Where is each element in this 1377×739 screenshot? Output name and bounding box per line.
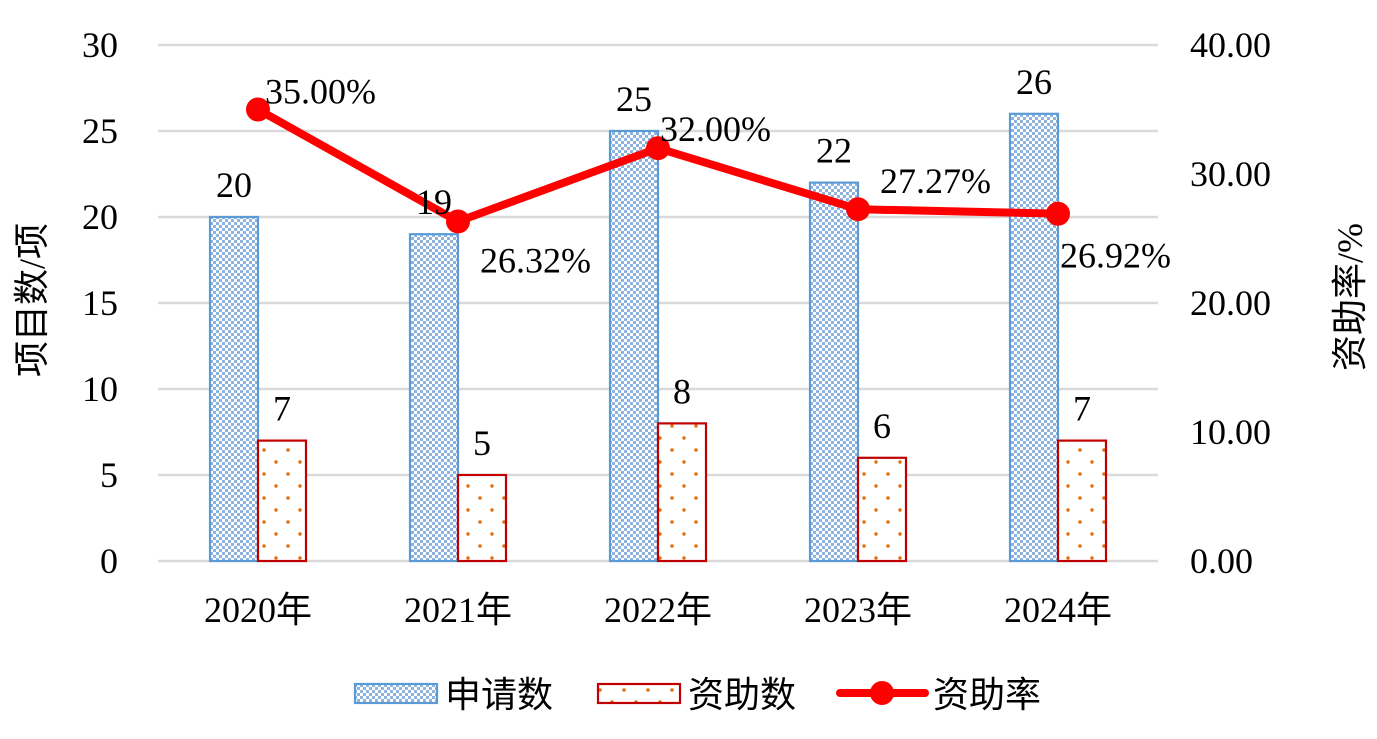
bar-funded [1056,439,1108,563]
y-tick-label: 10 [82,369,118,409]
bar-applications-value-label: 25 [616,79,652,119]
rate-marker [1046,201,1070,226]
legend-item-applications: 申请数 [353,675,553,715]
bar-funded [456,473,508,563]
y2-tick-label: 40.00 [1190,25,1271,65]
rate-value-label: 35.00% [265,72,376,112]
legend-item-funded: 资助数 [596,675,796,715]
legend: 申请数 资助数 资助率 [353,675,1041,715]
bar-applications [408,233,460,563]
axes: 0510152025300.0010.0020.0030.0040.002020… [82,25,1271,630]
bar-applications [808,181,860,563]
x-tick-label: 2022年 [604,590,712,630]
y-tick-label: 30 [82,25,118,65]
bar-applications [1008,112,1060,563]
bar-funded-value-label: 6 [873,406,891,446]
bar-funded-value-label: 8 [673,371,691,411]
rate-marker [646,136,670,161]
y2-tick-label: 10.00 [1190,412,1271,452]
bar-funded [256,439,308,563]
rate-marker [846,197,870,222]
y-tick-label: 25 [82,111,118,151]
bar-applications-value-label: 26 [1016,62,1052,102]
legend-label-rate: 资助率 [933,675,1041,715]
bar-funded-value-label: 5 [473,423,491,463]
y-tick-label: 0 [100,541,118,581]
y2-axis-title: 资助率/% [1330,223,1370,371]
y-tick-label: 15 [82,283,118,323]
rate-value-label: 27.27% [880,161,991,201]
bar-applications [608,129,660,563]
rate-line-layer [246,97,1070,234]
bar-funded-value-label: 7 [1073,389,1091,429]
rate-marker [446,209,470,234]
x-tick-label: 2023年 [804,590,912,630]
legend-swatch-rate-marker [870,681,894,705]
x-tick-label: 2021年 [404,590,512,630]
rate-value-label: 26.32% [480,240,591,280]
legend-swatch-funded [596,682,682,705]
y-axis-title: 项目数/项 [12,223,52,377]
bar-applications [208,215,260,563]
legend-swatch-applications [353,682,439,705]
y-tick-label: 20 [82,197,118,237]
legend-item-rate: 资助率 [836,675,1041,715]
bar-applications-value-label: 19 [416,182,452,222]
bar-funded [856,456,908,563]
bar-funded-value-label: 7 [273,389,291,429]
y2-tick-label: 20.00 [1190,283,1271,323]
x-tick-label: 2024年 [1004,590,1112,630]
bar-layer [208,112,1108,563]
y2-tick-label: 0.00 [1190,541,1253,581]
y-tick-label: 5 [100,455,118,495]
rate-marker [246,97,270,122]
bar-applications-value-label: 20 [216,165,252,205]
data-labels: 20 19 25 22 26 7 5 8 6 7 35.00% 26.32% 32.00% 27.27% 2… [216,62,1171,463]
legend-label-applications: 申请数 [445,675,553,715]
rate-value-label: 26.92% [1060,236,1171,276]
y2-tick-label: 30.00 [1190,154,1271,194]
legend-label-funded: 资助数 [688,675,796,715]
bar-funded [656,422,708,563]
bar-applications-value-label: 22 [816,131,852,171]
x-tick-label: 2020年 [204,590,312,630]
rate-value-label: 32.00% [660,109,771,149]
